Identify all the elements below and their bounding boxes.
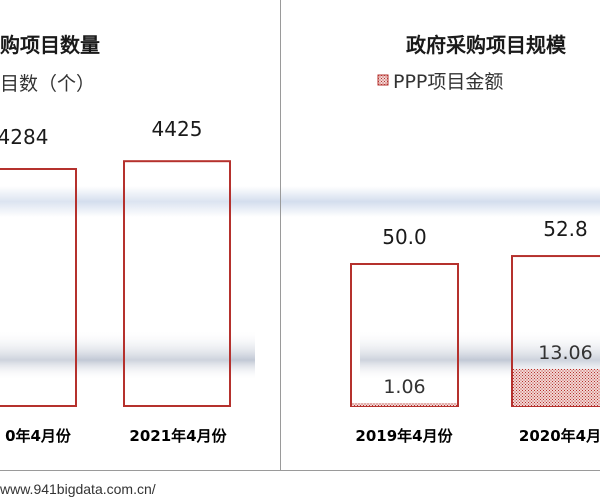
right-total-bar-1 (350, 263, 459, 407)
right-ppp-segment-1 (352, 402, 457, 406)
right-bars: 50.0 1.06 52.8 13.06 (350, 217, 600, 407)
left-value-label-1: 4284 (0, 125, 48, 149)
chart-frame (0, 470, 600, 471)
left-bars: 4284 4425 (0, 117, 231, 407)
left-bar-2 (123, 160, 231, 407)
right-x-tick-1: 2019年4月份 (355, 427, 453, 445)
right-x-tick-2: 2020年4月 (519, 427, 600, 445)
right-ppp-segment-2 (513, 368, 600, 406)
right-ppp-label-1: 1.06 (383, 376, 425, 398)
left-value-label-2: 4425 (152, 117, 203, 141)
left-x-tick-2: 2021年4月份 (129, 427, 227, 445)
panel-divider (280, 0, 281, 470)
ppp-legend-swatch (377, 74, 389, 86)
charts-svg: 购项目数量 目数（个） 4284 4425 0年4月份 2021年4月份 政府采购… (0, 33, 600, 445)
right-chart-title: 政府采购项目规模 (406, 33, 567, 57)
left-bg-glow (0, 140, 280, 250)
footer-url: www.941bigdata.com.cn/ (0, 481, 156, 497)
right-bg-glow (281, 140, 600, 250)
right-ppp-label-2: 13.06 (538, 342, 592, 364)
left-x-tick-1: 0年4月份 (5, 427, 72, 445)
right-total-label-2: 52.8 (543, 217, 588, 241)
left-legend-label: 目数（个） (0, 73, 95, 95)
left-chart-title: 购项目数量 (0, 33, 100, 57)
left-floor-shade (0, 330, 255, 380)
right-total-label-1: 50.0 (382, 225, 427, 249)
right-legend-label: PPP项目金额 (393, 71, 503, 93)
left-bar-1 (0, 168, 77, 407)
